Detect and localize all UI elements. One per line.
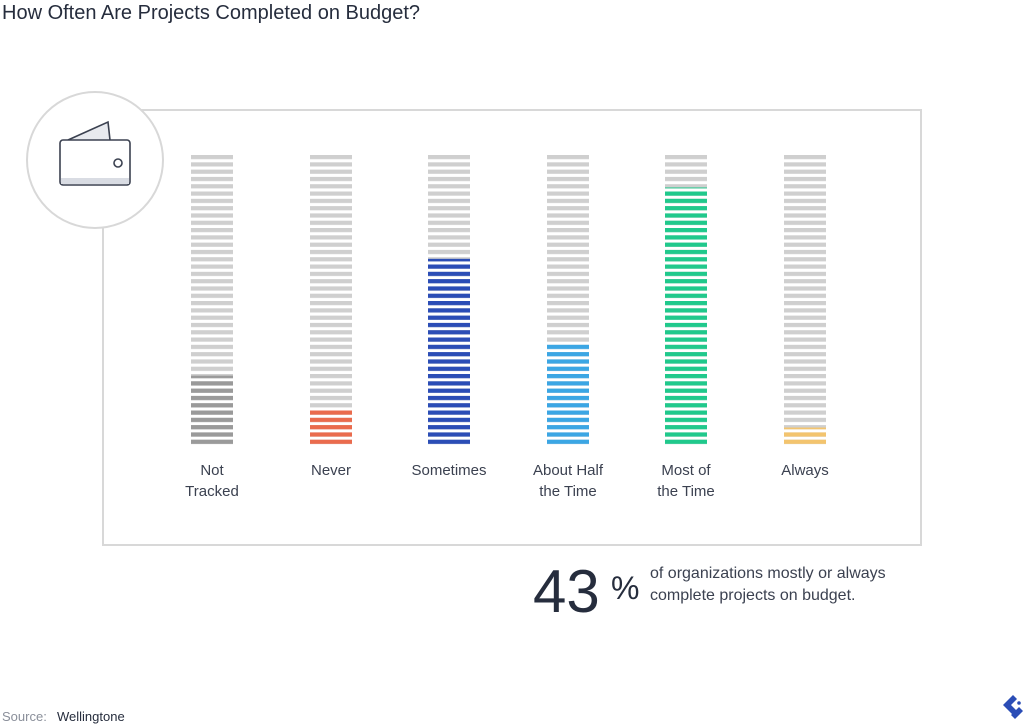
bar bbox=[191, 375, 233, 447]
wallet-icon bbox=[59, 120, 131, 186]
logo bbox=[1003, 695, 1023, 719]
chart-title: How Often Are Projects Completed on Budg… bbox=[2, 2, 421, 24]
bar bbox=[547, 343, 589, 447]
frame bbox=[102, 109, 922, 546]
x-tick-label: Not Tracked bbox=[185, 462, 239, 500]
bar-background bbox=[784, 155, 826, 447]
bar-background bbox=[310, 155, 352, 447]
stat-unit: % bbox=[611, 570, 640, 606]
bar bbox=[784, 427, 826, 447]
bar bbox=[310, 408, 352, 447]
x-tick-label: Sometimes bbox=[411, 462, 487, 479]
x-tick-label: Most of the Time bbox=[657, 462, 715, 500]
bar bbox=[665, 187, 707, 447]
stat-text: of organizations mostly or always comple… bbox=[650, 565, 886, 604]
bar bbox=[428, 258, 470, 447]
stat-number: 43 bbox=[533, 558, 600, 625]
x-tick-label: Never bbox=[310, 462, 351, 479]
source: Wellingtone bbox=[57, 709, 125, 724]
source-label: Source: bbox=[2, 709, 47, 724]
x-tick-label: Always bbox=[781, 462, 829, 479]
x-tick-label: About Half the Time bbox=[532, 462, 604, 500]
